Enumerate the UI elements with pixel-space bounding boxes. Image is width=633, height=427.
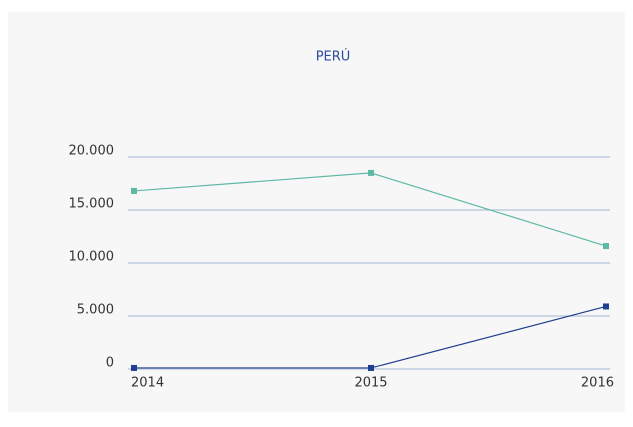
x-tick-label: 2016 (581, 376, 614, 391)
y-tick-label: 20.000 (69, 144, 115, 159)
point-marker (603, 243, 609, 250)
y-tick-label: 5.000 (77, 303, 114, 318)
point-marker (603, 303, 609, 310)
point-marker (368, 364, 374, 371)
y-tick-label: 0 (106, 356, 114, 371)
point-marker (131, 364, 137, 371)
chart-title: PERÚ (316, 49, 351, 65)
y-tick-label: 10.000 (69, 250, 115, 265)
x-tick-label: 2015 (354, 376, 387, 391)
point-marker (131, 187, 137, 194)
point-marker (368, 169, 374, 176)
x-tick-label: 2014 (131, 376, 164, 391)
y-tick-label: 15.000 (69, 197, 115, 212)
chart-background (8, 12, 625, 412)
